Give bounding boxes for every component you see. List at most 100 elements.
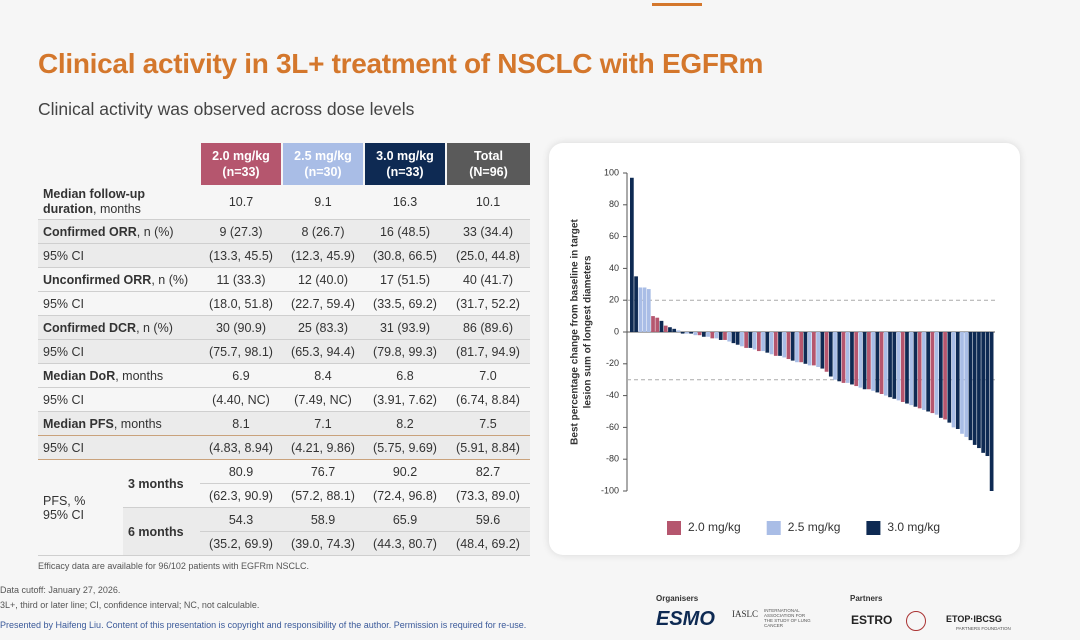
bar (955, 332, 960, 429)
bar (820, 332, 825, 369)
bar (655, 317, 660, 332)
bar (803, 332, 808, 364)
iaslc-full-name: INTERNATIONAL ASSOCIATION FOR THE STUDY … (764, 608, 811, 628)
bar (989, 332, 994, 491)
bar (943, 332, 947, 420)
table-cell: (5.91, 8.84) (446, 435, 530, 460)
table-row: Confirmed DCR, n (%) 30 (90.9) 25 (83.3) 31… (38, 315, 530, 340)
table-cell: 54.3 (200, 507, 282, 532)
column-label: Total (474, 149, 503, 163)
table-cell: (81.7, 94.9) (446, 339, 530, 364)
bar (676, 330, 681, 332)
table-cell: (62.3, 90.9) (200, 483, 282, 508)
bar (879, 332, 884, 395)
bar (710, 332, 715, 339)
bar (642, 287, 647, 332)
legend-swatch (667, 521, 681, 535)
column-count: (n=33) (222, 165, 260, 179)
bar (697, 332, 702, 336)
bar (714, 332, 719, 339)
bar (845, 332, 850, 383)
bar (799, 332, 804, 363)
table-cell: (65.3, 94.4) (282, 339, 364, 364)
bar (761, 332, 765, 352)
table-cell: 25 (83.3) (282, 315, 364, 340)
bar (934, 332, 939, 415)
table-cell: 33 (34.4) (446, 219, 530, 244)
table-row: Confirmed ORR, n (%) 9 (27.3) 8 (26.7) 16 (… (38, 219, 530, 244)
table-cell: 17 (51.5) (364, 267, 446, 292)
bar (892, 332, 897, 399)
pfs-row: 6 months 54.3 58.9 65.9 59.6 (38, 507, 530, 556)
row-label-text: Median PFS (43, 416, 114, 431)
table-cell: (7.49, NC) (282, 387, 364, 412)
table-cell: (30.8, 66.5) (364, 243, 446, 268)
bar (968, 332, 973, 441)
table-cell: 16 (48.5) (364, 219, 446, 244)
row-label-unit: , n (%) (136, 320, 173, 335)
row-label-text: 95% CI (43, 392, 84, 407)
bar (786, 332, 791, 360)
y-tick-label: 0 (614, 326, 619, 336)
bar (748, 332, 753, 348)
table-cell: 9 (27.3) (200, 219, 282, 244)
bar (756, 332, 761, 352)
table-cell: 8.1 (200, 411, 282, 436)
footnote-presented: Presented by Haifeng Liu. Content of thi… (0, 620, 527, 630)
column-label: 3.0 mg/kg (376, 149, 434, 163)
bar (875, 332, 880, 393)
table-cell: 40 (41.7) (446, 267, 530, 292)
table-cell: (73.3, 89.0) (446, 483, 530, 508)
bar (765, 332, 770, 353)
column-count: (n=30) (304, 165, 342, 179)
table-cell: (22.7, 59.4) (282, 291, 364, 316)
y-tick-label: -80 (606, 454, 619, 464)
table-cell: 76.7 (282, 459, 364, 484)
column-label: 2.0 mg/kg (212, 149, 270, 163)
pfs-ci-row: (35.2, 69.9) (39.0, 74.3) (44.3, 80.7) (48.… (38, 531, 530, 556)
table-cell: (72.4, 96.8) (364, 483, 446, 508)
row-label: Median DoR, months (38, 363, 200, 388)
table-cell: (18.0, 51.8) (200, 291, 282, 316)
bar (659, 320, 664, 332)
column-header: Total (N=96) (445, 143, 530, 185)
footnote-cutoff: Data cutoff: January 27, 2026. (0, 585, 121, 595)
row-label-text: 95% CI (43, 296, 84, 311)
bar (938, 332, 943, 418)
table-cell: (4.40, NC) (200, 387, 282, 412)
footnote-abbrev: 3L+, third or later line; CI, confidence… (0, 600, 260, 610)
table-cell: 90.2 (364, 459, 446, 484)
bar (896, 332, 901, 401)
bar (812, 332, 816, 366)
table-cell: (4.21, 9.86) (282, 435, 364, 460)
bar (685, 332, 689, 334)
table-cell: 11 (33.3) (200, 267, 282, 292)
table-cell: 6.8 (364, 363, 446, 388)
table-cell: (4.83, 8.94) (200, 435, 282, 460)
row-label-unit: , n (%) (151, 272, 189, 287)
bar (630, 177, 634, 332)
table-cell: (35.2, 69.9) (200, 531, 282, 556)
table-cell: 58.9 (282, 507, 364, 532)
table-cell: 16.3 (364, 185, 446, 220)
bar (951, 332, 956, 428)
bar (841, 332, 846, 383)
bar (807, 332, 812, 366)
table-cell: 65.9 (364, 507, 446, 532)
y-tick-label: 60 (609, 231, 619, 241)
y-tick-label: -20 (606, 358, 619, 368)
table-row: 95% CI (75.7, 98.1) (65.3, 94.4) (79.8, 99.… (38, 339, 530, 364)
bar (782, 332, 787, 358)
bar (663, 325, 668, 332)
row-label: Confirmed ORR, n (%) (38, 219, 200, 244)
legend-swatch (866, 521, 881, 535)
table-row: 95% CI (18.0, 51.8) (22.7, 59.4) (33.5, 69.… (38, 291, 530, 316)
bar (769, 332, 774, 355)
row-label: 95% CI (38, 387, 200, 412)
table-cell: 8 (26.7) (282, 219, 364, 244)
bar (926, 332, 931, 412)
bar (858, 332, 863, 388)
table-row: 95% CI (4.40, NC) (7.49, NC) (3.91, 7.62) (6… (38, 387, 530, 412)
row-label: Unconfirmed ORR, n (%) (38, 267, 200, 292)
table-cell: 8.2 (364, 411, 446, 436)
